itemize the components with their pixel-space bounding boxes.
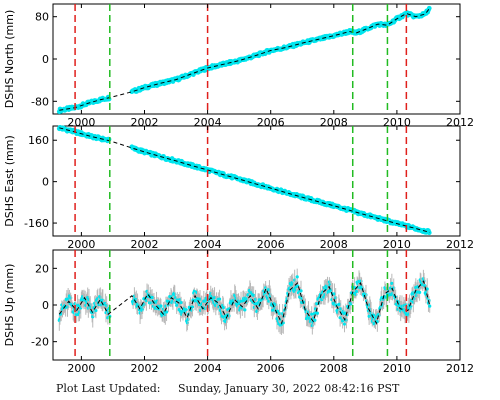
panel3-data-point bbox=[243, 308, 247, 312]
panel3-y-tick-label: -20 bbox=[31, 336, 49, 349]
panel2-y-tick-label: 160 bbox=[28, 134, 49, 147]
panel2-x-tick-label: 2010 bbox=[383, 238, 411, 251]
panel2-x-tick-label: 2012 bbox=[446, 238, 474, 251]
panel3-data-point bbox=[425, 287, 429, 291]
panel3-y-tick-label: 0 bbox=[42, 299, 49, 312]
panel3-x-tick-label: 2004 bbox=[194, 362, 222, 375]
panel2-data-point bbox=[426, 230, 432, 236]
panel2-ylabel: DSHS East (mm) bbox=[3, 135, 16, 226]
panel3-data-point bbox=[295, 275, 299, 279]
panel3-data-point bbox=[190, 305, 195, 309]
footer-timestamp: Sunday, January 30, 2022 08:42:16 PST bbox=[178, 382, 400, 395]
panel3-data-point bbox=[315, 311, 319, 315]
panel3-x-tick-label: 2008 bbox=[320, 362, 348, 375]
panel2-x-tick-label: 2008 bbox=[320, 238, 348, 251]
panel3-data-point bbox=[428, 304, 432, 308]
panel1-y-tick-label: -80 bbox=[31, 95, 49, 108]
panel3-data-point bbox=[179, 300, 183, 305]
panel3-x-tick-label: 2010 bbox=[383, 362, 411, 375]
panel2-frame bbox=[52, 125, 461, 237]
panel3-data-point bbox=[159, 304, 163, 308]
panel1-ylabel: DSHS North (mm) bbox=[3, 10, 16, 108]
panel2-x-tick-label: 2004 bbox=[194, 238, 222, 251]
panel1-model-line bbox=[59, 7, 431, 111]
panel3-data-point bbox=[342, 322, 347, 326]
panel2-data-points bbox=[56, 124, 432, 236]
panel3-ylabel: DSHS Up (mm) bbox=[3, 264, 16, 347]
panel3-data-point bbox=[313, 318, 317, 322]
panel3-x-tick-label: 2000 bbox=[67, 362, 95, 375]
footer: Plot Last Updated: Sunday, January 30, 2… bbox=[0, 380, 500, 400]
panel1-y-tick-label: 0 bbox=[42, 53, 49, 66]
panel3-data-point bbox=[217, 297, 222, 301]
panel3-data-point bbox=[310, 312, 314, 316]
panel3-model-line bbox=[58, 280, 431, 325]
panel3-x-tick-label: 2002 bbox=[130, 362, 158, 375]
panel3-data-point bbox=[418, 290, 422, 294]
panel1-y-tick-label: 80 bbox=[35, 11, 49, 24]
panel2-x-tick-label: 2006 bbox=[257, 238, 285, 251]
panel2-y-tick-label: -160 bbox=[24, 217, 49, 230]
panel2-x-tick-label: 2000 bbox=[67, 238, 95, 251]
panel3-data-point bbox=[164, 310, 169, 314]
panel3-data-point bbox=[184, 308, 188, 312]
panel3-data-points bbox=[57, 268, 432, 335]
panel3-x-tick-label: 2012 bbox=[446, 362, 474, 375]
panel3-data-point bbox=[94, 308, 98, 313]
panel3-data-point bbox=[221, 305, 225, 310]
panel2-y-tick-label: 0 bbox=[42, 176, 49, 189]
panel2-x-tick-label: 2002 bbox=[130, 238, 158, 251]
panel1-data-points bbox=[56, 5, 432, 115]
footer-label: Plot Last Updated: bbox=[56, 382, 161, 395]
panel2-model-line bbox=[59, 127, 431, 233]
panel3-data-point bbox=[354, 289, 359, 294]
panel3-data-point bbox=[299, 289, 303, 293]
panel3-x-tick-label: 2006 bbox=[257, 362, 285, 375]
panel3-y-tick-label: 20 bbox=[35, 262, 49, 275]
panel1-data-point bbox=[426, 5, 432, 11]
